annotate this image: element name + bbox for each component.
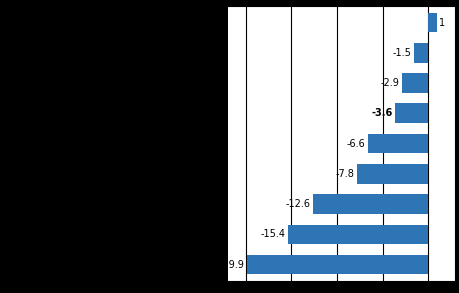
Text: -19.9: -19.9 xyxy=(219,260,244,270)
Bar xyxy=(414,43,427,63)
Text: -15.4: -15.4 xyxy=(259,229,285,239)
Text: -6.6: -6.6 xyxy=(346,139,364,149)
Text: -7.8: -7.8 xyxy=(335,169,353,179)
Text: -3.6: -3.6 xyxy=(370,108,392,118)
Bar xyxy=(246,255,427,275)
Bar xyxy=(356,164,427,184)
Bar xyxy=(367,134,427,154)
Text: -1.5: -1.5 xyxy=(392,48,411,58)
Text: 1: 1 xyxy=(437,18,444,28)
Bar xyxy=(313,194,427,214)
Bar xyxy=(401,73,427,93)
Bar xyxy=(427,13,436,32)
Text: -2.9: -2.9 xyxy=(379,78,398,88)
Bar xyxy=(394,103,427,123)
Text: -12.6: -12.6 xyxy=(285,199,310,209)
Bar xyxy=(287,224,427,244)
